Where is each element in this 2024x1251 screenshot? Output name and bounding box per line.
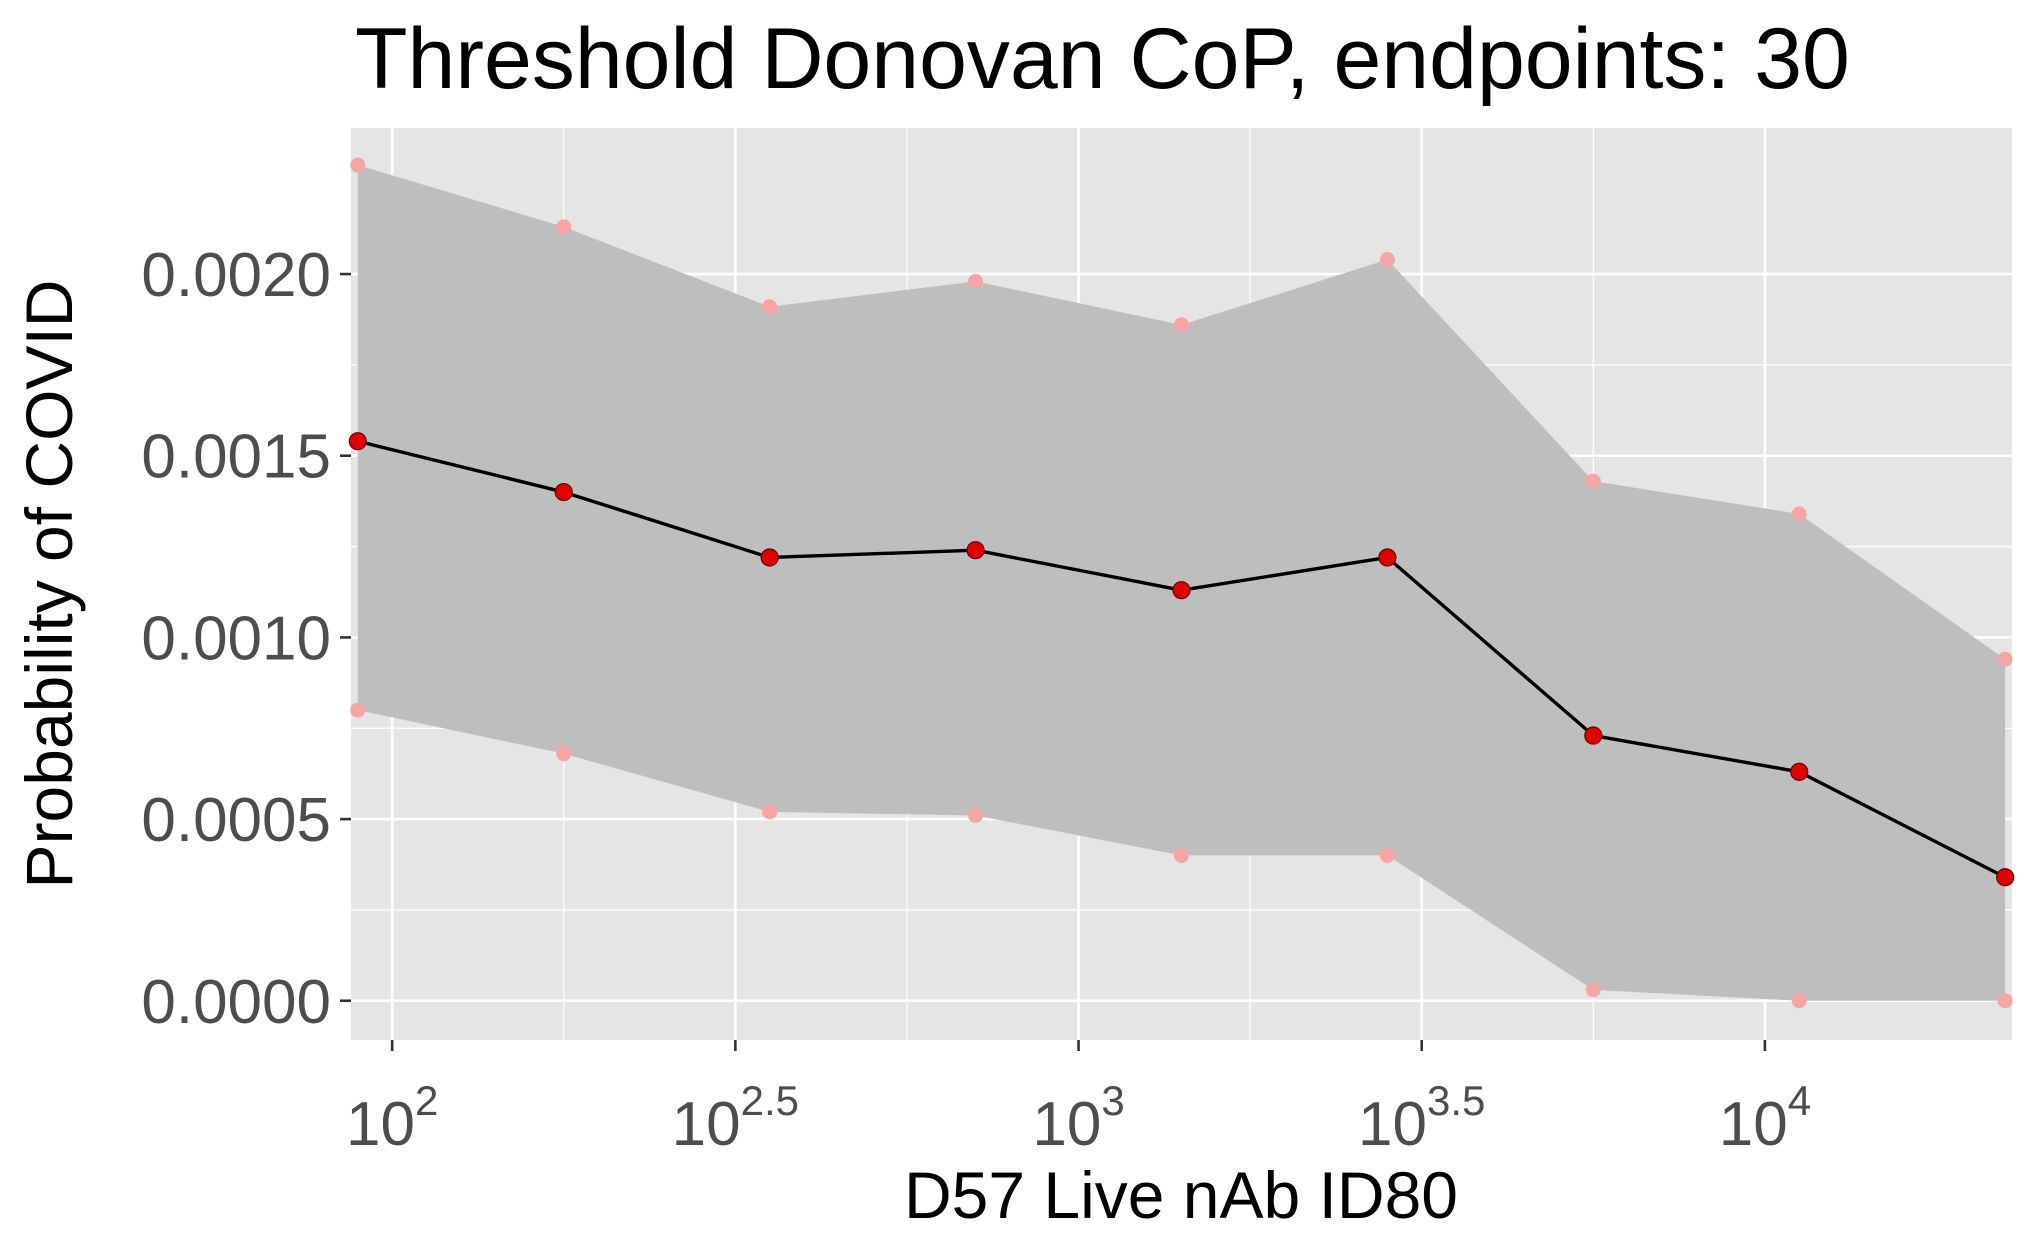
estimate-point — [348, 432, 367, 451]
y-tick-label: 0.0015 — [141, 423, 331, 492]
lower-bound-point — [1997, 993, 2013, 1009]
upper-bound-point — [1997, 651, 2013, 667]
upper-bound-point — [350, 157, 366, 173]
upper-bound-point — [556, 219, 572, 235]
x-tick-label: 103.5 — [1358, 1077, 1485, 1159]
estimate-point — [1584, 726, 1603, 745]
y-tick-label: 0.0000 — [141, 968, 331, 1037]
x-tick-label: 103 — [1032, 1077, 1124, 1159]
y-tick-label: 0.0020 — [141, 241, 331, 310]
x-axis-title: D57 Live nAb ID80 — [904, 1158, 1458, 1232]
y-tick-label: 0.0010 — [141, 604, 331, 673]
estimate-point — [554, 482, 573, 502]
upper-bound-point — [1173, 317, 1189, 333]
lower-bound-point — [1379, 847, 1395, 863]
chart-title: Threshold Donovan CoP, endpoints: 30 — [355, 11, 1850, 107]
upper-bound-point — [1585, 473, 1601, 489]
points-layer — [348, 157, 2015, 1009]
y-axis-title: Probability of COVID — [12, 280, 86, 889]
upper-bound-point — [968, 273, 984, 289]
lower-bound-point — [350, 702, 366, 718]
lower-bound-point — [556, 746, 572, 762]
lower-bound-point — [1791, 993, 1807, 1009]
x-tick-label: 102.5 — [672, 1077, 799, 1159]
estimate-point — [1996, 868, 2015, 887]
y-tick-label: 0.0005 — [141, 786, 331, 855]
estimate-point — [966, 541, 985, 560]
upper-bound-point — [1791, 506, 1807, 522]
x-tick-label: 102 — [346, 1077, 438, 1159]
lower-bound-point — [1585, 982, 1601, 998]
x-tick-label: 104 — [1719, 1077, 1811, 1159]
upper-bound-point — [762, 299, 778, 315]
x-axis: 102 102.5 103 103.5 104 — [346, 1040, 1811, 1159]
lower-bound-point — [1173, 847, 1189, 863]
estimate-point — [1790, 762, 1809, 781]
upper-bound-point — [1379, 252, 1395, 268]
estimate-point — [1378, 548, 1397, 567]
estimate-point — [1172, 581, 1191, 600]
estimate-point — [760, 548, 779, 567]
y-axis: 0.0000 0.0005 0.0010 0.0015 0.0020 — [141, 241, 351, 1037]
lower-bound-point — [968, 807, 984, 823]
lower-bound-point — [762, 804, 778, 820]
